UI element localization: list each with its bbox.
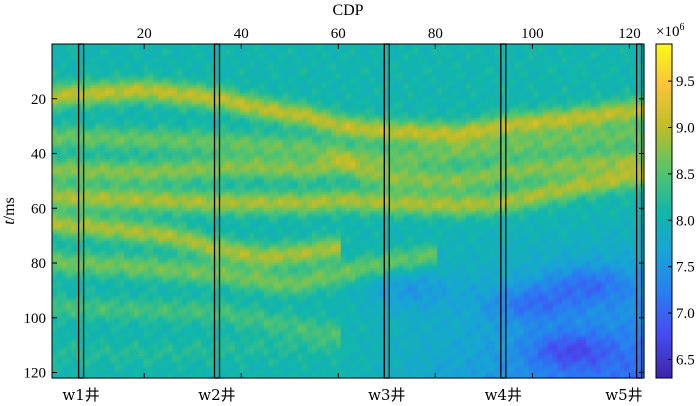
heatmap-area [52, 44, 645, 379]
